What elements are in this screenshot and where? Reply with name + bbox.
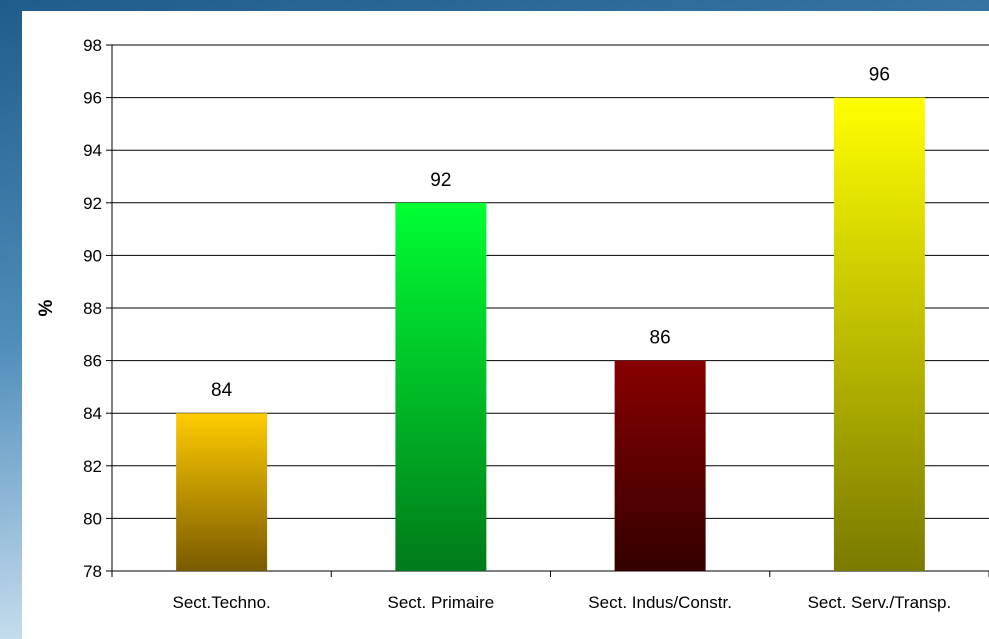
y-tick-label: 86	[83, 352, 102, 371]
x-tick-label: Sect. Indus/Constr.	[588, 593, 732, 612]
chart-panel: 78 80 82 84 86 88 90 92 94 96 98% 84 Sect.Techno. 92 S…	[22, 11, 989, 639]
bar	[176, 413, 268, 571]
bar	[395, 202, 487, 572]
data-label: 96	[869, 65, 890, 86]
x-tick-label: Sect.Techno.	[172, 593, 270, 612]
y-tick-label: 84	[83, 404, 102, 423]
y-axis-title: %	[36, 299, 57, 316]
y-tick-label: 90	[83, 246, 102, 265]
y-tick-label: 98	[83, 36, 102, 55]
y-tick-label: 78	[83, 562, 102, 581]
x-tick-label: Sect. Primaire	[388, 593, 495, 612]
data-label: 92	[430, 170, 451, 191]
y-tick-label: 96	[83, 89, 102, 108]
x-tick-label: Sect. Serv./Transp.	[808, 593, 952, 612]
bar	[614, 360, 706, 571]
y-tick-label: 92	[83, 194, 102, 213]
y-tick-label: 82	[83, 457, 102, 476]
y-tick-label: 94	[83, 141, 102, 160]
data-label: 84	[211, 380, 233, 401]
y-tick-label: 80	[83, 509, 102, 528]
bar	[833, 97, 925, 571]
bar-chart: 78 80 82 84 86 88 90 92 94 96 98% 84 Sect.Techno. 92 S…	[36, 36, 989, 612]
data-label: 86	[650, 328, 671, 349]
y-tick-label: 88	[83, 299, 102, 318]
